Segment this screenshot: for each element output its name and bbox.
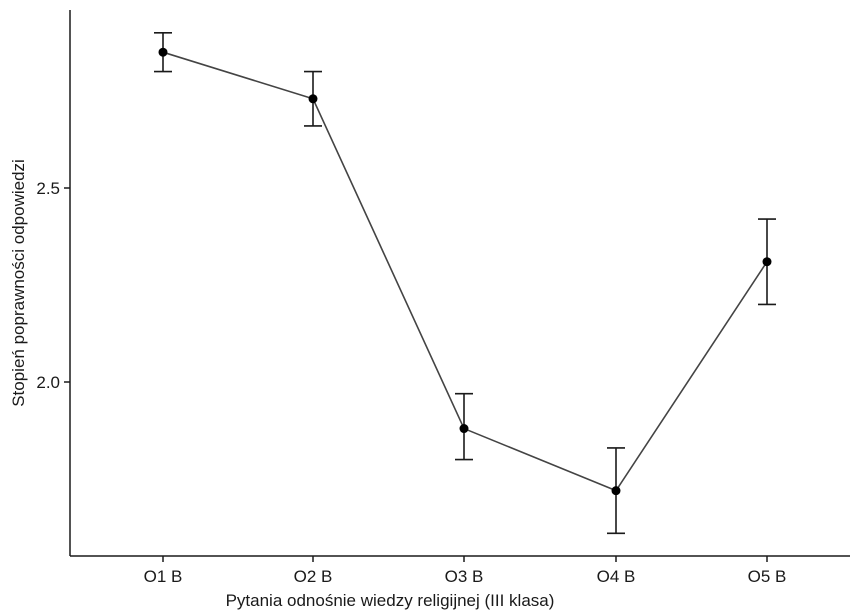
y-axis-title: Stopień poprawności odpowiedzi <box>9 159 28 407</box>
series-layer <box>154 31 776 535</box>
x-tick-label: O3 B <box>445 567 484 586</box>
x-tick-label: O2 B <box>294 567 333 586</box>
x-tick-label: O1 B <box>144 567 183 586</box>
x-tick-label: O5 B <box>748 567 787 586</box>
x-axis-title: Pytania odnośnie wiedzy religijnej (III … <box>226 591 555 610</box>
data-point <box>158 47 168 57</box>
y-tick-label: 2.5 <box>36 179 60 198</box>
x-tick-label: O4 B <box>597 567 636 586</box>
data-point <box>611 486 621 496</box>
y-ticks: 2.0 2.5 <box>36 179 70 392</box>
data-point <box>762 257 772 267</box>
x-ticks: O1 B O2 B O3 B O4 B O5 B <box>144 556 787 586</box>
data-point <box>308 94 318 104</box>
y-tick-label: 2.0 <box>36 373 60 392</box>
data-point <box>459 424 469 434</box>
